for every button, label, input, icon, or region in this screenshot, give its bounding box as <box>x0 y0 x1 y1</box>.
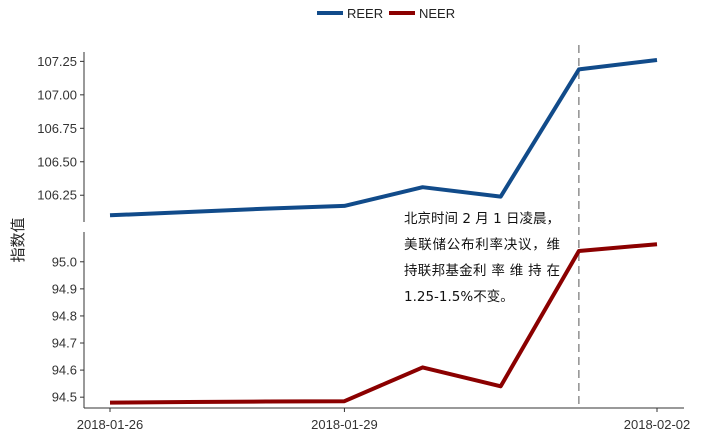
y-ticks-bottom: 94.5 94.6 94.7 94.8 94.9 95.0 <box>52 254 84 405</box>
y-ticks-top: 106.25 106.50 106.75 107.00 107.25 <box>37 54 84 203</box>
series-line-reer <box>109 58 658 218</box>
legend-label-neer: NEER <box>419 6 455 21</box>
y-tick-label: 94.6 <box>52 363 77 378</box>
y-tick-label: 94.5 <box>52 390 77 405</box>
y-tick-label: 95.0 <box>52 254 77 269</box>
y-tick-label: 94.7 <box>52 336 77 351</box>
y-tick-label: 106.50 <box>37 154 77 169</box>
y-axis-label: 指数值 <box>9 217 27 262</box>
y-tick-label: 94.9 <box>52 281 77 296</box>
x-tick-label: 2018-01-26 <box>77 417 144 432</box>
y-tick-label: 106.75 <box>37 121 77 136</box>
legend: REER NEER <box>317 6 455 21</box>
y-tick-label: 106.25 <box>37 188 77 203</box>
y-tick-label: 107.00 <box>37 87 77 102</box>
y-tick-label: 94.8 <box>52 308 77 323</box>
annotation-text: 北京时间 2 月 1 日凌晨，美联储公布利率决议，维持联邦基金利 率 维 持 在… <box>404 211 560 305</box>
y-tick-label: 107.25 <box>37 54 77 69</box>
x-tick-label: 2018-02-02 <box>624 417 691 432</box>
legend-label-reer: REER <box>347 6 383 21</box>
series-line-neer <box>109 242 658 405</box>
x-ticks: 2018-01-26 2018-01-29 2018-02-02 <box>77 408 691 432</box>
axes <box>83 52 684 409</box>
series-layer <box>109 58 658 405</box>
x-tick-label: 2018-01-29 <box>311 417 378 432</box>
